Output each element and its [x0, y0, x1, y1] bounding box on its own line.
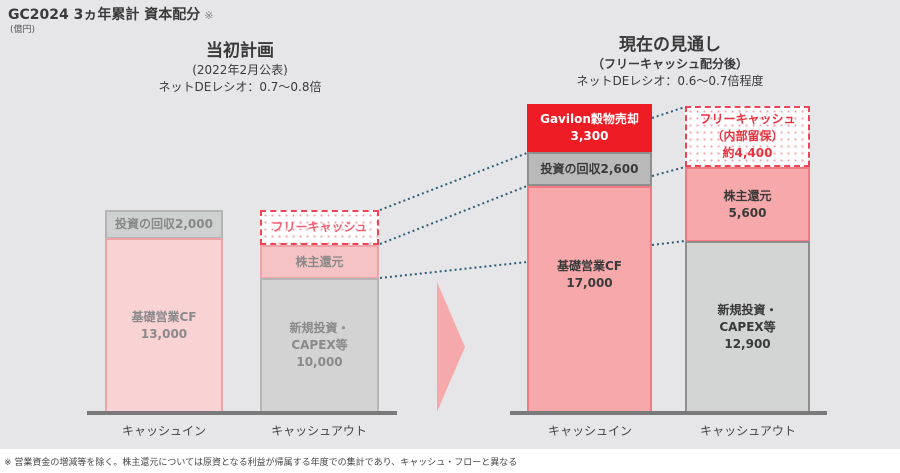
outlook-capex-segment: 新規投資・ CAPEX等 12,900	[685, 241, 810, 411]
outlook-capex-label-2: CAPEX等	[719, 319, 776, 334]
plan-returns-label: 株主還元	[295, 254, 344, 269]
outlook-de-ratio: ネットDEレシオ：0.6〜0.7倍程度	[576, 74, 764, 88]
plan-header: 当初計画 (2022年2月公表) ネットDEレシオ：0.7〜0.8倍	[140, 36, 340, 95]
outlook-free-cash-value: 約4,400	[722, 146, 773, 160]
outlook-cf-label: 基礎営業CF	[556, 259, 622, 273]
connector-free-cash	[379, 152, 528, 211]
outlook-returns-segment: 株主還元 5,600	[685, 167, 810, 242]
outlook-cf-value: 17,000	[566, 276, 613, 290]
plan-cf-value: 13,000	[140, 326, 188, 341]
outlook-returns-label: 株主還元	[723, 188, 772, 203]
outlook-header: 現在の見通し （フリーキャッシュ配分後） ネットDEレシオ：0.6〜0.7倍程度	[550, 30, 790, 89]
connector-lines	[379, 106, 686, 412]
outlook-gavilon-segment: Gavilon穀物売却 3,300	[527, 104, 652, 152]
plan-subheading: (2022年2月公表)	[192, 63, 288, 77]
plan-recovery-segment: 投資の回収2,000	[105, 210, 223, 239]
title-note-mark: ※	[204, 9, 214, 22]
outlook-cash-out-label: キャッシュアウト	[700, 424, 796, 438]
plan-free-cash-segment: フリーキャッシュ	[260, 210, 379, 245]
connector-right-capex	[651, 240, 686, 246]
plan-free-cash-label: フリーキャッシュ	[271, 220, 368, 234]
title-text: GC2024 3ヵ年累計 資本配分	[8, 7, 201, 23]
plan-capex-segment: 新規投資・ CAPEX等 10,000	[260, 278, 379, 411]
outlook-axis	[510, 411, 827, 415]
diagram-title: GC2024 3ヵ年累計 資本配分 ※	[8, 4, 213, 24]
plan-heading: 当初計画	[206, 41, 274, 61]
outlook-free-cash-sub: （内部留保）	[711, 129, 784, 143]
plan-capex-value: 10,000	[296, 355, 343, 369]
connector-right-returns	[651, 166, 686, 177]
unit-label: (億円)	[10, 25, 36, 35]
plan-cf-label: 基礎営業CF	[131, 309, 197, 324]
outlook-heading: 現在の見通し	[619, 35, 721, 55]
outlook-subheading: （フリーキャッシュ配分後）	[591, 57, 748, 71]
connector-capex-top	[379, 261, 528, 279]
outlook-cash-in-label: キャッシュイン	[547, 424, 632, 438]
outlook-capex-value: 12,900	[724, 336, 771, 351]
footnote: ※ 営業資金の増減等を除く。株主還元については原資となる利益が帰属する年度での集…	[4, 458, 518, 468]
outlook-capex-label-1: 新規投資・	[717, 302, 778, 317]
connector-right-free	[651, 106, 686, 119]
outlook-gavilon-value: 3,300	[570, 129, 609, 143]
capital-allocation-diagram: GC2024 3ヵ年累計 資本配分 ※ (億円) 当初計画 (2022年2月公表)…	[0, 0, 900, 449]
outlook-free-cash-label: フリーキャッシュ	[699, 112, 796, 126]
plan-cash-in-label: キャッシュイン	[121, 424, 206, 438]
plan-de-ratio: ネットDEレシオ：0.7〜0.8倍	[158, 80, 322, 94]
arrow-right-icon	[437, 282, 465, 412]
plan-capex-label-2: CAPEX等	[291, 338, 348, 352]
plan-returns-segment: 株主還元	[260, 245, 379, 279]
outlook-recovery-segment: 投資の回収2,600	[527, 152, 652, 186]
plan-recovery-label: 投資の回収2,000	[115, 217, 213, 231]
plan-capex-label-1: 新規投資・	[289, 321, 350, 335]
connector-returns-top	[379, 185, 528, 245]
outlook-recovery-label: 投資の回収2,600	[540, 161, 639, 176]
outlook-free-cash-segment: フリーキャッシュ （内部留保） 約4,400	[685, 106, 810, 167]
outlook-returns-value: 5,600	[728, 205, 767, 220]
outlook-gavilon-label: Gavilon穀物売却	[540, 112, 639, 126]
plan-axis	[87, 411, 397, 415]
outlook-cf-segment: 基礎営業CF 17,000	[527, 186, 652, 411]
plan-cf-segment: 基礎営業CF 13,000	[105, 238, 223, 411]
plan-cash-out-label: キャッシュアウト	[271, 424, 367, 438]
